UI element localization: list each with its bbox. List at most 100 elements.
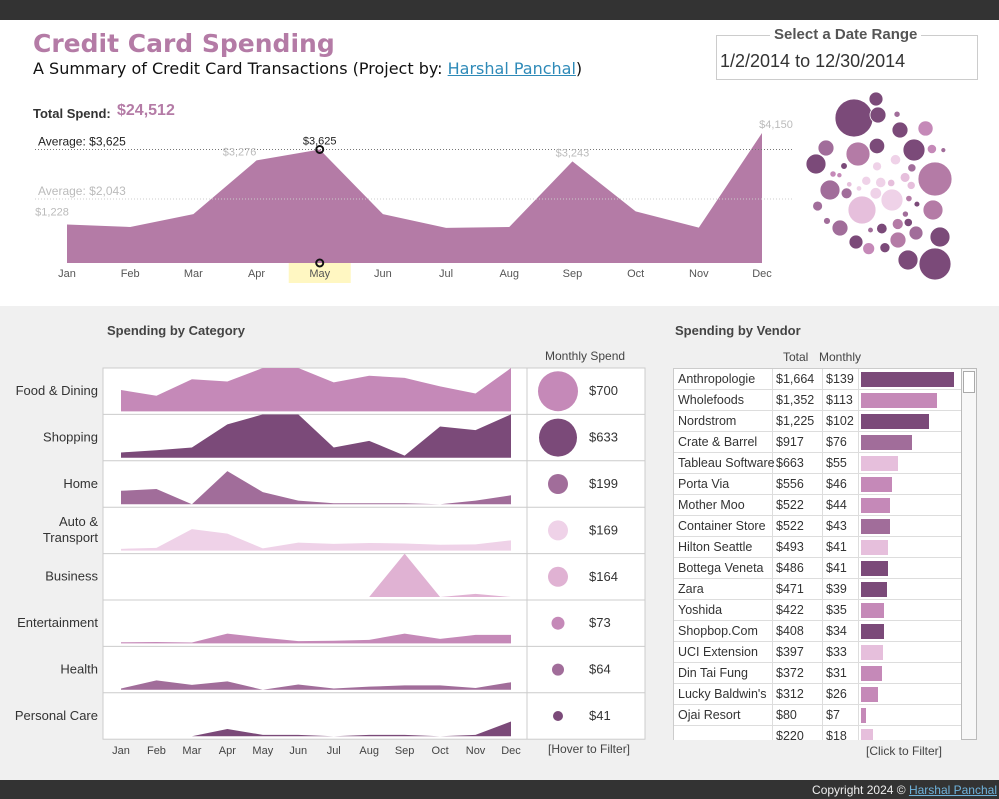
category-area <box>121 414 511 458</box>
column-divider <box>772 600 773 621</box>
x-tick-label: May <box>309 268 330 280</box>
vendor-bar <box>861 456 898 471</box>
vendor-row[interactable]: Tableau Software $663 $55 <box>674 453 961 474</box>
scroll-thumb[interactable] <box>963 371 975 393</box>
category-area <box>121 471 511 505</box>
vendor-row[interactable]: $220 $18 <box>674 726 961 740</box>
vendor-row[interactable]: Hilton Seattle $493 $41 <box>674 537 961 558</box>
vendor-row[interactable]: Anthropologie $1,664 $139 <box>674 369 961 390</box>
vendor-bubble <box>861 175 872 186</box>
subtitle-text: A Summary of Credit Card Transactions (P… <box>33 59 448 78</box>
monthly-spend-area-chart[interactable]: Average: $3,625 Average: $2,043 $1,228 $3,2… <box>0 115 800 285</box>
category-x-label: Apr <box>219 745 236 757</box>
vendor-total: $486 <box>776 561 804 575</box>
vendor-name: Nordstrom <box>678 414 737 428</box>
vendor-row[interactable]: Bottega Veneta $486 $41 <box>674 558 961 579</box>
vendor-bubble <box>940 147 947 154</box>
date-range-value[interactable]: 1/2/2014 to 12/30/2014 <box>720 51 906 71</box>
column-divider <box>822 705 823 726</box>
vendor-bubble <box>917 120 934 137</box>
vendor-row[interactable]: Zara $471 $39 <box>674 579 961 600</box>
x-tick-label: Apr <box>248 268 265 280</box>
vendor-bubble <box>876 222 888 235</box>
vendor-bar <box>861 519 890 534</box>
monthly-spend-value: $73 <box>589 615 611 630</box>
column-divider <box>772 663 773 684</box>
vendor-bar <box>861 372 954 387</box>
column-divider <box>822 663 823 684</box>
vendor-name: Mother Moo <box>678 498 745 512</box>
category-x-label: Nov <box>466 745 486 757</box>
vendor-bubble <box>823 217 831 225</box>
vendor-monthly: $55 <box>826 456 847 470</box>
vendor-bubble-chart[interactable] <box>800 90 980 290</box>
column-divider <box>858 474 859 495</box>
category-area <box>121 368 511 412</box>
vendor-table[interactable]: Anthropologie $1,664 $139 Wholefoods $1,352 $… <box>673 368 961 740</box>
vendor-bubble <box>889 154 902 166</box>
vendor-row[interactable]: Ojai Resort $80 $7 <box>674 705 961 726</box>
vendor-total: $471 <box>776 582 804 596</box>
vendor-row[interactable]: Lucky Baldwin's $312 $26 <box>674 684 961 705</box>
monthly-spend-value: $41 <box>589 708 611 723</box>
column-divider <box>822 390 823 411</box>
vendor-bubble <box>929 226 951 248</box>
vendor-bar <box>861 603 885 618</box>
vendor-scrollbar[interactable] <box>961 368 977 740</box>
category-section-title: Spending by Category <box>107 323 245 338</box>
vendor-bar <box>861 414 930 429</box>
author-link[interactable]: Harshal Panchal <box>447 59 576 78</box>
vendor-total: $80 <box>776 708 797 722</box>
vendor-bubble <box>868 137 886 155</box>
column-divider <box>822 621 823 642</box>
category-row: Entertainment $73 <box>17 599 645 644</box>
category-small-multiples[interactable]: Food & Dining $700 Shopping $633 Home $199 Aut… <box>0 365 660 760</box>
vendor-row[interactable]: Din Tai Fung $372 $31 <box>674 663 961 684</box>
value-label: $4,150 <box>759 119 793 131</box>
x-tick-label: Feb <box>121 268 140 280</box>
average-hover-label: Average: $3,625 <box>38 134 126 148</box>
total-spend-value: $24,512 <box>117 102 175 119</box>
monthly-spend-bubble <box>548 474 568 494</box>
category-x-label: Aug <box>359 745 379 757</box>
column-divider <box>772 516 773 537</box>
vendor-bar <box>861 477 892 492</box>
vendor-total: $1,352 <box>776 393 815 407</box>
vendor-bubble <box>831 219 849 237</box>
column-divider <box>858 432 859 453</box>
x-tick-label: Jan <box>58 268 76 280</box>
vendor-row[interactable]: UCI Extension $397 $33 <box>674 642 961 663</box>
vendor-bubble <box>829 170 837 178</box>
category-area <box>121 529 511 551</box>
category-label-line2: Transport <box>43 530 99 545</box>
category-area <box>121 721 511 737</box>
vendor-monthly: $139 <box>826 372 854 386</box>
category-row: Shopping $633 <box>43 413 645 458</box>
column-divider <box>822 579 823 600</box>
vendor-row[interactable]: Wholefoods $1,352 $113 <box>674 390 961 411</box>
vendor-row[interactable]: Crate & Barrel $917 $76 <box>674 432 961 453</box>
column-divider <box>822 432 823 453</box>
vendor-row[interactable]: Container Store $522 $43 <box>674 516 961 537</box>
vendor-name: Ojai Resort <box>678 708 741 722</box>
vendor-row[interactable]: Shopbop.Com $408 $34 <box>674 621 961 642</box>
vendor-bar <box>861 561 889 576</box>
vendor-bar <box>861 645 884 660</box>
vendor-row[interactable]: Porta Via $556 $46 <box>674 474 961 495</box>
vendor-name: Hilton Seattle <box>678 540 753 554</box>
vendor-bubble <box>819 179 841 201</box>
x-tick-label: Jun <box>374 268 392 280</box>
column-divider <box>822 642 823 663</box>
category-x-label: Dec <box>501 745 521 757</box>
vendor-name: Porta Via <box>678 477 730 491</box>
vendor-row[interactable]: Mother Moo $522 $44 <box>674 495 961 516</box>
vendor-row[interactable]: Nordstrom $1,225 $102 <box>674 411 961 432</box>
click-hint: [Click to Filter] <box>866 744 943 758</box>
selected-base-marker <box>315 258 325 268</box>
vendor-bubble <box>812 200 823 212</box>
column-divider <box>822 600 823 621</box>
vendor-name: Tableau Software <box>678 456 775 470</box>
vendor-row[interactable]: Yoshida $422 $35 <box>674 600 961 621</box>
monthly-spend-value: $64 <box>589 662 611 677</box>
footer-author-link[interactable]: Harshal Panchal <box>908 783 997 797</box>
